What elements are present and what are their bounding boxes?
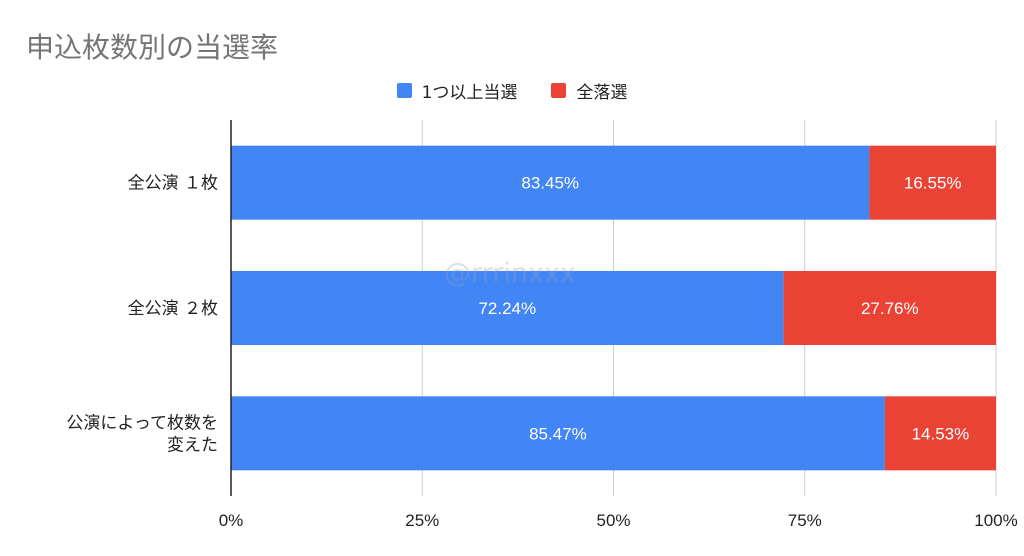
bar-lose: [783, 271, 996, 345]
data-label: 83.45%: [521, 174, 579, 193]
bar-win: [231, 271, 784, 345]
bar-win: [231, 145, 870, 220]
legend-label-win: 1つ以上当選: [421, 83, 518, 103]
x-tick-label: 25%: [405, 511, 439, 530]
legend: 1つ以上当選 全落選: [0, 78, 1024, 103]
legend-item-lose: 全落選: [551, 78, 627, 103]
x-tick-label: 100%: [974, 511, 1017, 530]
bar-lose: [869, 145, 996, 220]
legend-label-lose: 全落選: [576, 83, 628, 103]
data-label: 27.76%: [861, 299, 919, 318]
data-label: 72.24%: [478, 299, 536, 318]
data-label: 14.53%: [912, 424, 970, 443]
bar-lose: [884, 396, 996, 471]
category-label: 公演によって枚数を変えた: [66, 413, 218, 455]
x-tick-label: 0%: [219, 511, 244, 530]
category-label: 全公演 １枚: [128, 174, 218, 194]
bar-win: [231, 396, 885, 471]
data-label: 16.55%: [904, 174, 962, 193]
data-label: 85.47%: [529, 424, 587, 443]
category-label: 全公演 ２枚: [128, 299, 218, 319]
legend-item-win: 1つ以上当選: [396, 78, 518, 103]
watermark: @rrrinxxx: [444, 258, 576, 289]
x-tick-label: 50%: [596, 511, 630, 530]
chart-title: 申込枚数別の当選率: [26, 31, 279, 64]
legend-swatch-lose: [551, 83, 567, 98]
x-tick-label: 75%: [788, 511, 822, 530]
legend-swatch-win: [396, 83, 412, 98]
